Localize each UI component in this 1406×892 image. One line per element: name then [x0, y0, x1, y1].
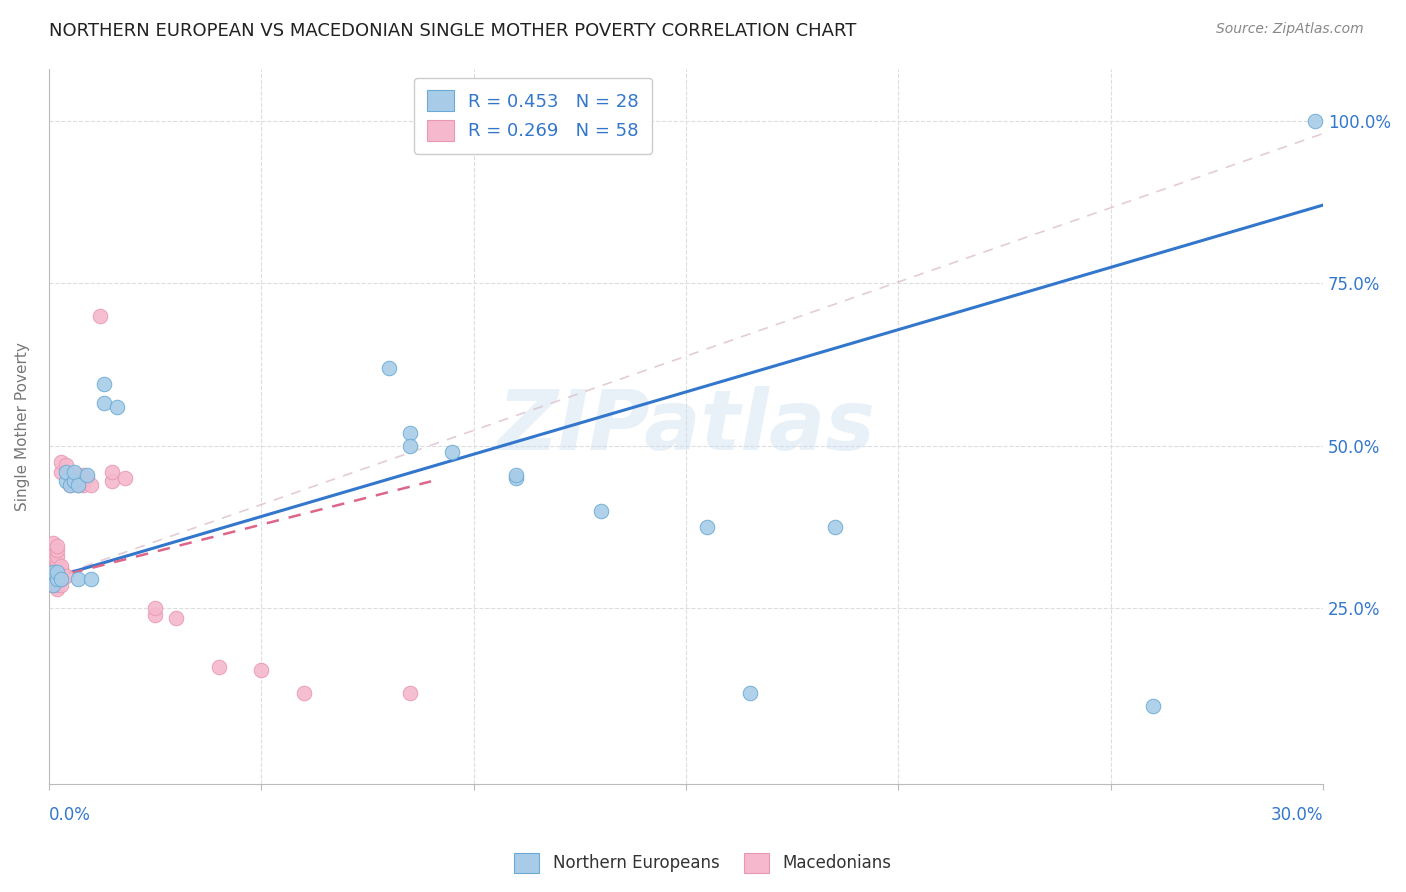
Point	[42, 578, 65, 592]
Point	[42, 558, 65, 573]
Point	[51, 572, 73, 586]
Point	[63, 465, 86, 479]
Point	[67, 477, 90, 491]
Point	[42, 542, 65, 557]
Point	[46, 578, 69, 592]
Point	[250, 663, 273, 677]
Text: ZIPatlas: ZIPatlas	[496, 385, 875, 467]
Point	[505, 467, 527, 482]
Point	[46, 566, 69, 580]
Point	[46, 572, 69, 586]
Point	[143, 601, 166, 615]
Point	[63, 467, 86, 482]
Point	[46, 558, 69, 573]
Point	[377, 360, 399, 375]
Point	[76, 467, 98, 482]
Point	[105, 400, 128, 414]
Point	[51, 578, 73, 592]
Point	[398, 439, 420, 453]
Point	[46, 568, 69, 582]
Point	[59, 477, 82, 491]
Point	[59, 477, 82, 491]
Point	[398, 685, 420, 699]
Point	[59, 467, 82, 482]
Point	[42, 562, 65, 576]
Point	[398, 425, 420, 440]
Point	[63, 471, 86, 485]
Point	[51, 568, 73, 582]
Point	[441, 445, 464, 459]
Point	[46, 549, 69, 563]
Point	[42, 568, 65, 582]
Point	[55, 458, 77, 472]
Text: 30.0%: 30.0%	[1271, 806, 1323, 824]
Point	[101, 465, 124, 479]
Point	[42, 549, 65, 563]
Point	[42, 578, 65, 592]
Point	[46, 539, 69, 553]
Point	[292, 685, 315, 699]
Point	[1303, 113, 1326, 128]
Point	[696, 520, 718, 534]
Point	[42, 575, 65, 590]
Point	[51, 465, 73, 479]
Point	[76, 471, 98, 485]
Point	[165, 611, 187, 625]
Text: Source: ZipAtlas.com: Source: ZipAtlas.com	[1216, 22, 1364, 37]
Point	[101, 475, 124, 489]
Y-axis label: Single Mother Poverty: Single Mother Poverty	[15, 342, 30, 510]
Point	[80, 477, 103, 491]
Point	[46, 572, 69, 586]
Point	[42, 556, 65, 570]
Point	[51, 562, 73, 576]
Point	[93, 396, 115, 410]
Point	[208, 659, 231, 673]
Point	[67, 572, 90, 586]
Point	[72, 477, 94, 491]
Point	[46, 575, 69, 590]
Point	[1142, 698, 1164, 713]
Point	[55, 465, 77, 479]
Point	[42, 566, 65, 580]
Text: NORTHERN EUROPEAN VS MACEDONIAN SINGLE MOTHER POVERTY CORRELATION CHART: NORTHERN EUROPEAN VS MACEDONIAN SINGLE M…	[49, 22, 856, 40]
Point	[42, 536, 65, 550]
Point	[51, 455, 73, 469]
Point	[67, 477, 90, 491]
Point	[505, 471, 527, 485]
Legend: R = 0.453   N = 28, R = 0.269   N = 58: R = 0.453 N = 28, R = 0.269 N = 58	[415, 78, 652, 153]
Point	[143, 607, 166, 622]
Point	[589, 503, 612, 517]
Point	[51, 572, 73, 586]
Point	[55, 568, 77, 582]
Point	[824, 520, 846, 534]
Point	[55, 475, 77, 489]
Point	[114, 471, 136, 485]
Point	[51, 558, 73, 573]
Point	[93, 376, 115, 391]
Point	[46, 542, 69, 557]
Legend: Northern Europeans, Macedonians: Northern Europeans, Macedonians	[508, 847, 898, 880]
Point	[72, 467, 94, 482]
Point	[42, 566, 65, 580]
Point	[738, 685, 761, 699]
Point	[46, 582, 69, 596]
Text: 0.0%: 0.0%	[49, 806, 90, 824]
Point	[42, 572, 65, 586]
Point	[80, 572, 103, 586]
Point	[46, 556, 69, 570]
Point	[63, 475, 86, 489]
Point	[89, 309, 111, 323]
Point	[46, 562, 69, 576]
